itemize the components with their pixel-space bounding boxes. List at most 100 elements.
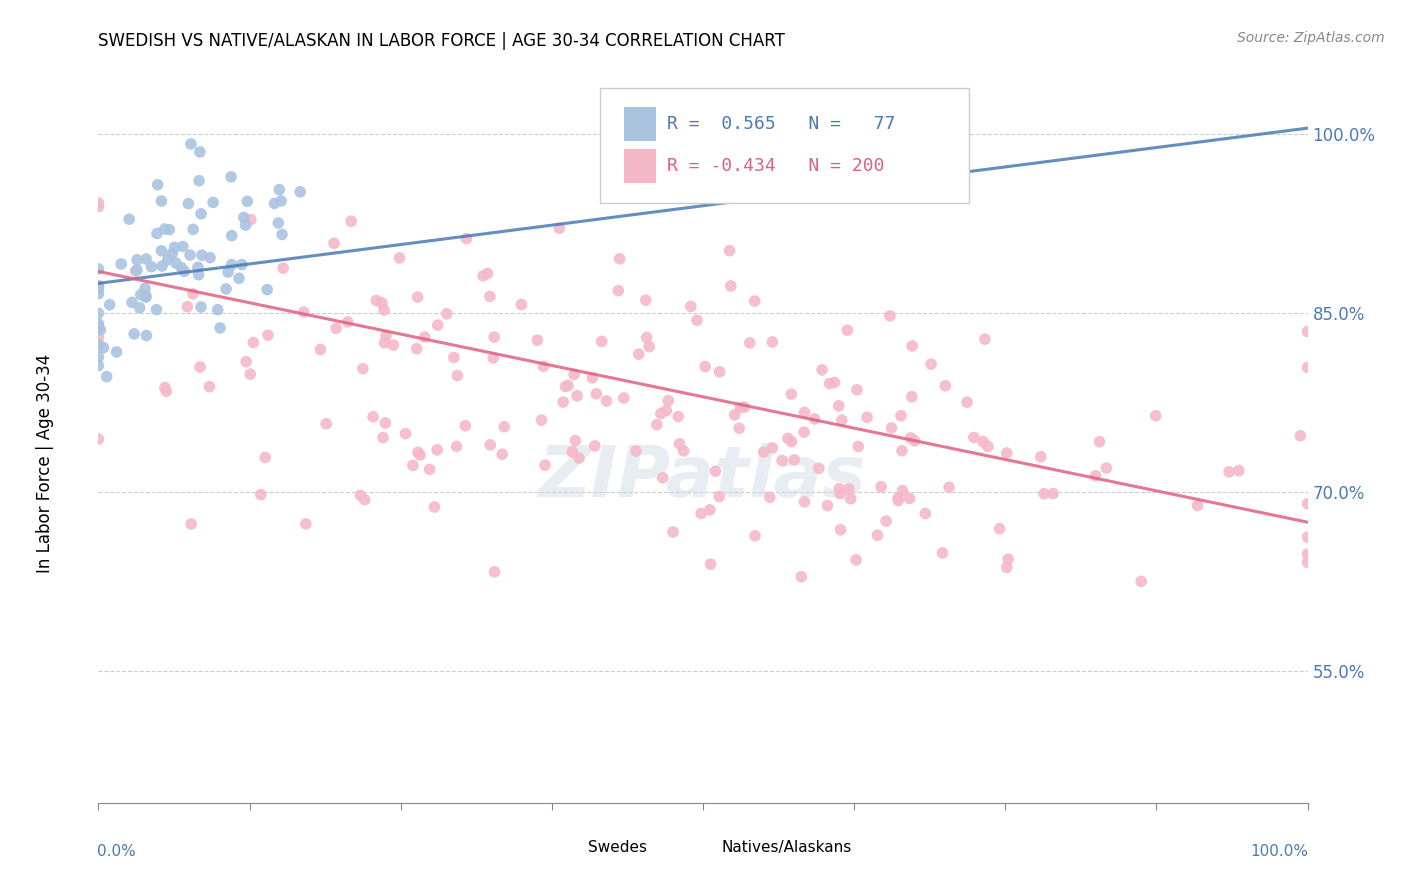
Point: [423, 500, 446, 514]
Point: [1033, 487, 1056, 501]
Point: [880, 421, 903, 435]
Point: [150, 194, 173, 208]
Text: R =  0.565   N =   77: R = 0.565 N = 77: [666, 115, 896, 133]
Point: [207, 302, 229, 317]
Point: [557, 378, 579, 392]
Point: [124, 264, 146, 278]
Point: [121, 295, 143, 310]
Point: [793, 405, 815, 419]
Point: [607, 284, 630, 298]
Point: [87, 337, 110, 351]
Point: [561, 445, 583, 459]
Point: [530, 413, 553, 427]
Point: [828, 482, 851, 496]
Point: [963, 430, 986, 444]
Point: [181, 286, 204, 301]
Point: [135, 290, 157, 304]
Point: [837, 323, 859, 337]
Point: [87, 279, 110, 293]
Point: [409, 448, 432, 462]
Point: [793, 495, 815, 509]
Point: [87, 261, 110, 276]
Point: [257, 328, 280, 343]
Point: [402, 458, 425, 473]
Point: [173, 264, 195, 278]
Point: [87, 195, 110, 210]
Text: R = -0.434   N = 200: R = -0.434 N = 200: [666, 157, 884, 175]
Point: [761, 441, 783, 455]
Point: [494, 419, 516, 434]
Point: [239, 212, 262, 227]
Point: [87, 331, 110, 345]
Point: [482, 330, 505, 344]
Point: [709, 365, 731, 379]
Point: [190, 207, 212, 221]
Point: [295, 516, 318, 531]
Point: [1218, 465, 1240, 479]
Text: In Labor Force | Age 30-34: In Labor Force | Age 30-34: [37, 354, 53, 574]
Point: [479, 438, 502, 452]
Point: [110, 257, 132, 271]
Point: [388, 251, 411, 265]
Point: [170, 260, 193, 275]
Point: [336, 315, 359, 329]
Point: [1296, 497, 1319, 511]
Point: [221, 228, 243, 243]
Point: [891, 443, 914, 458]
Text: 0.0%: 0.0%: [97, 844, 136, 858]
Point: [846, 439, 869, 453]
Text: Natives/Alaskans: Natives/Alaskans: [721, 839, 852, 855]
Point: [728, 421, 751, 435]
Point: [655, 403, 678, 417]
Point: [823, 376, 845, 390]
Point: [163, 240, 186, 254]
Point: [209, 321, 232, 335]
Point: [995, 446, 1018, 460]
Point: [156, 252, 179, 267]
Point: [890, 409, 912, 423]
Point: [761, 334, 783, 349]
Point: [887, 493, 910, 508]
Point: [811, 363, 834, 377]
Point: [98, 298, 121, 312]
Point: [405, 342, 427, 356]
Point: [776, 431, 799, 445]
Point: [478, 289, 501, 303]
Point: [651, 471, 673, 485]
Point: [180, 136, 202, 151]
Text: Source: ZipAtlas.com: Source: ZipAtlas.com: [1237, 31, 1385, 45]
Point: [219, 169, 242, 184]
Text: 100.0%: 100.0%: [1251, 844, 1309, 858]
Point: [759, 490, 782, 504]
Point: [553, 395, 575, 409]
FancyBboxPatch shape: [689, 832, 716, 863]
Point: [662, 524, 685, 539]
Point: [454, 418, 477, 433]
Point: [1029, 450, 1052, 464]
FancyBboxPatch shape: [600, 88, 969, 203]
Point: [707, 490, 730, 504]
Point: [1088, 434, 1111, 449]
Point: [845, 553, 868, 567]
Point: [818, 376, 841, 391]
Point: [129, 287, 152, 301]
Point: [624, 444, 647, 458]
Point: [228, 271, 250, 285]
Point: [477, 267, 499, 281]
Point: [87, 278, 110, 293]
Point: [146, 227, 169, 241]
Point: [931, 546, 953, 560]
Point: [198, 379, 221, 393]
Point: [93, 341, 115, 355]
Point: [817, 499, 839, 513]
Point: [938, 480, 960, 494]
Point: [730, 401, 752, 415]
Point: [145, 302, 167, 317]
Point: [839, 491, 862, 506]
Point: [1296, 547, 1319, 561]
Point: [995, 560, 1018, 574]
Point: [870, 480, 893, 494]
Point: [901, 339, 924, 353]
Point: [366, 293, 388, 308]
Point: [568, 450, 591, 465]
